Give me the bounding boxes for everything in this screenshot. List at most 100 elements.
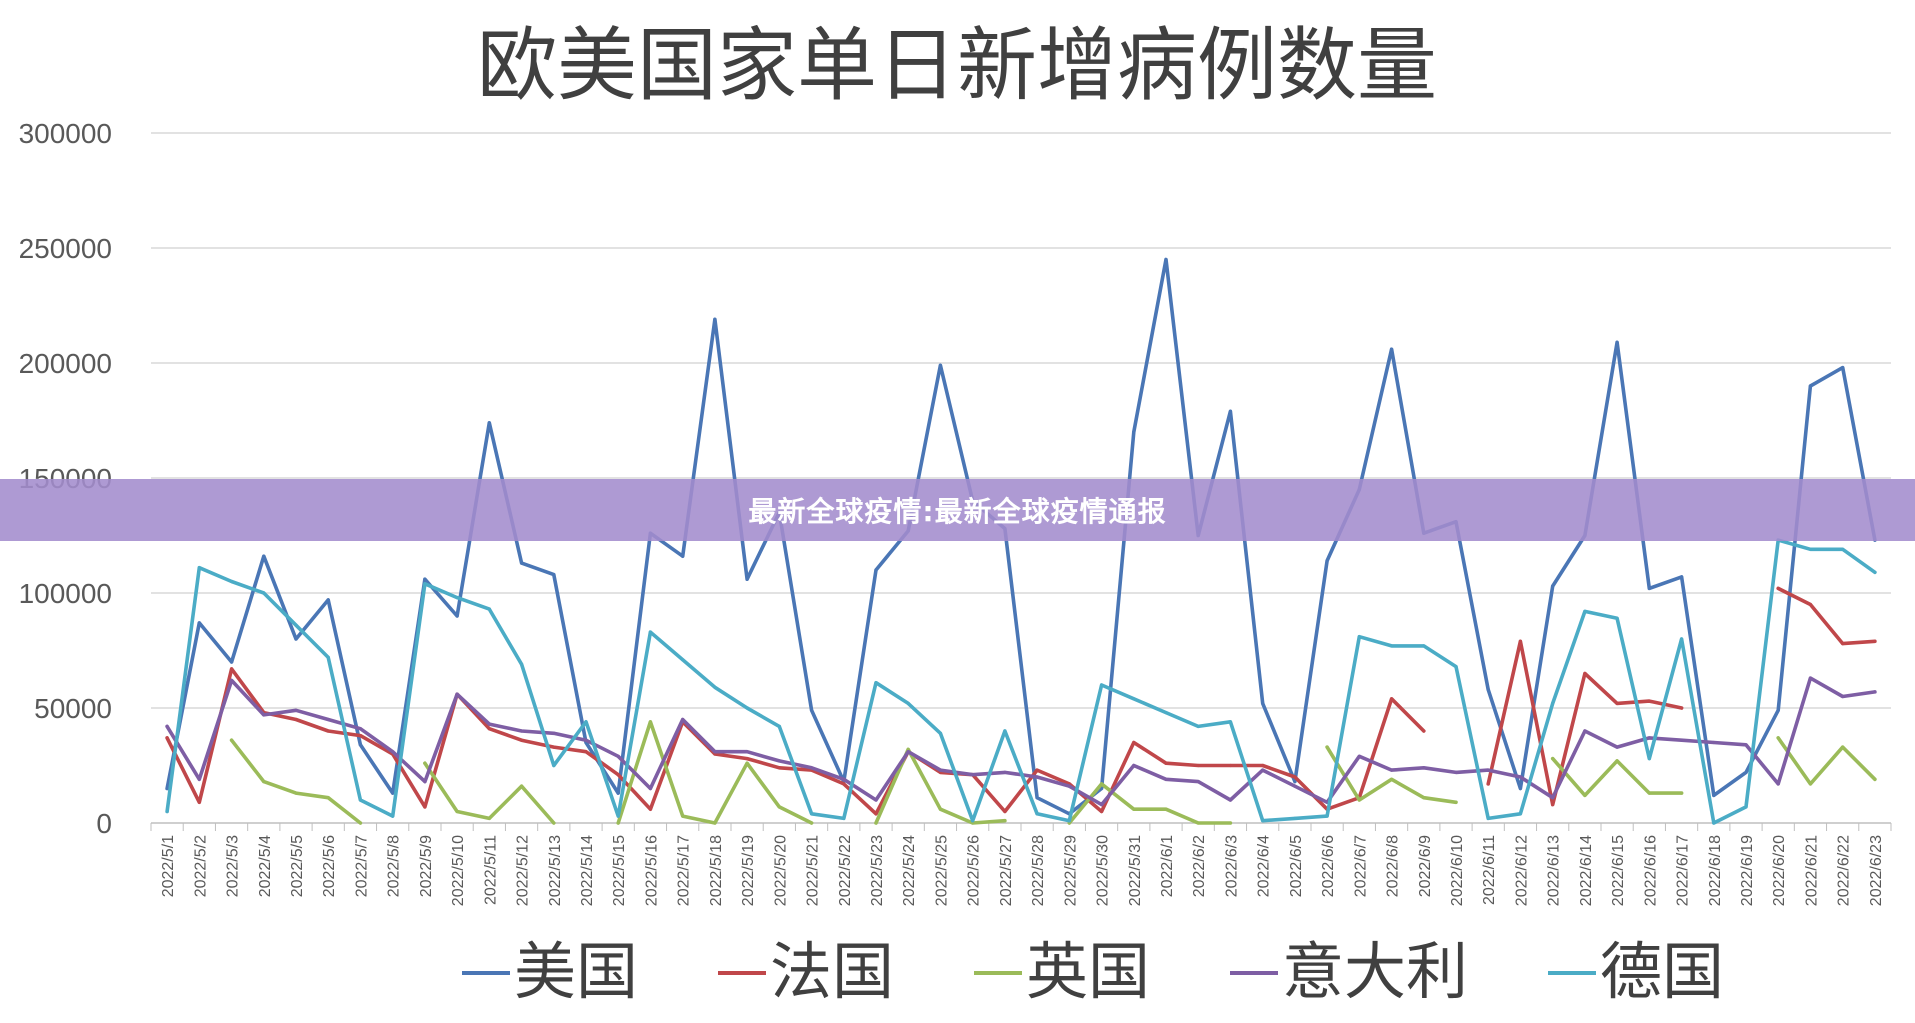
data-point bbox=[1132, 740, 1136, 745]
data-point bbox=[1551, 803, 1555, 807]
x-tick-label: 2022/5/31 bbox=[1127, 835, 1144, 906]
data-point bbox=[713, 750, 717, 754]
data-point bbox=[1389, 777, 1394, 781]
data-point bbox=[1261, 768, 1265, 772]
data-point bbox=[874, 812, 878, 816]
data-point bbox=[1228, 720, 1233, 724]
data-point bbox=[1003, 729, 1007, 733]
data-point bbox=[1712, 740, 1716, 745]
x-tick-label: 2022/5/3 bbox=[225, 835, 242, 897]
data-point bbox=[1164, 257, 1168, 262]
data-point bbox=[1422, 796, 1426, 800]
data-point bbox=[1293, 784, 1297, 788]
data-point bbox=[1035, 812, 1039, 816]
x-tick-label: 2022/5/22 bbox=[837, 835, 854, 906]
data-point bbox=[358, 798, 363, 802]
data-point bbox=[1357, 754, 1361, 758]
legend-label: 德国 bbox=[1600, 935, 1724, 1008]
data-point bbox=[777, 805, 781, 809]
data-point bbox=[938, 768, 943, 772]
y-tick-label: 300000 bbox=[19, 118, 112, 149]
data-point bbox=[1196, 763, 1200, 768]
x-axis: 2022/5/1 2022/5/2 2022/5/3 2022/5/4 2022/5/5… bbox=[150, 823, 1892, 906]
data-point bbox=[487, 722, 491, 726]
data-point bbox=[455, 809, 459, 814]
data-point bbox=[1647, 757, 1651, 761]
data-point bbox=[1132, 763, 1136, 768]
data-point bbox=[648, 720, 653, 724]
y-tick-label: 250000 bbox=[19, 233, 112, 264]
data-point bbox=[1099, 782, 1104, 786]
legend-label: 法国 bbox=[770, 935, 894, 1008]
data-point bbox=[1615, 759, 1619, 763]
x-tick-label: 2022/6/23 bbox=[1868, 835, 1885, 906]
data-point bbox=[971, 819, 975, 823]
data-point bbox=[1551, 796, 1555, 800]
data-point bbox=[552, 821, 556, 825]
data-point bbox=[1422, 766, 1426, 770]
data-point bbox=[487, 727, 491, 731]
data-point bbox=[1132, 697, 1136, 701]
data-point bbox=[1422, 729, 1426, 733]
data-point bbox=[874, 568, 878, 572]
x-tick-label: 2022/6/19 bbox=[1739, 835, 1756, 906]
x-tick-label: 2022/6/4 bbox=[1256, 835, 1273, 897]
data-point bbox=[552, 763, 556, 768]
data-point bbox=[1293, 775, 1297, 779]
x-tick-label: 2022/5/26 bbox=[966, 835, 983, 906]
data-point bbox=[1873, 690, 1877, 694]
data-point bbox=[1518, 639, 1523, 643]
data-point bbox=[745, 761, 749, 765]
data-point bbox=[1551, 757, 1555, 761]
data-point bbox=[326, 796, 330, 800]
x-tick-label: 2022/5/7 bbox=[353, 835, 370, 897]
x-tick-label: 2022/6/5 bbox=[1288, 835, 1305, 897]
x-tick-label: 2022/5/8 bbox=[386, 835, 403, 897]
x-tick-label: 2022/5/12 bbox=[515, 835, 532, 906]
data-point bbox=[1164, 711, 1168, 715]
data-point bbox=[1615, 745, 1619, 749]
data-point bbox=[648, 807, 653, 811]
data-point bbox=[1583, 671, 1587, 676]
data-point bbox=[262, 780, 266, 784]
data-point bbox=[1486, 816, 1490, 821]
data-point bbox=[1132, 430, 1136, 434]
data-point bbox=[1615, 701, 1619, 706]
data-point bbox=[1873, 777, 1877, 781]
data-point bbox=[1486, 782, 1490, 786]
data-point bbox=[1389, 644, 1394, 648]
x-tick-label: 2022/5/30 bbox=[1095, 835, 1112, 906]
data-point bbox=[648, 786, 653, 791]
data-point bbox=[1518, 812, 1523, 816]
data-point bbox=[197, 800, 201, 804]
x-tick-label: 2022/5/21 bbox=[805, 835, 822, 906]
data-point bbox=[519, 784, 524, 788]
data-point bbox=[1808, 782, 1813, 786]
data-point bbox=[584, 720, 588, 724]
data-point bbox=[1228, 763, 1233, 768]
data-point bbox=[1035, 768, 1039, 772]
data-point bbox=[616, 821, 620, 825]
data-point bbox=[809, 708, 814, 712]
data-point bbox=[294, 637, 298, 641]
data-point bbox=[1486, 688, 1490, 692]
data-point bbox=[842, 777, 846, 781]
x-tick-label: 2022/6/21 bbox=[1803, 835, 1820, 906]
x-tick-label: 2022/6/14 bbox=[1578, 835, 1595, 906]
x-tick-label: 2022/5/10 bbox=[450, 835, 467, 906]
data-point bbox=[1841, 642, 1845, 646]
data-point bbox=[745, 750, 749, 754]
data-point bbox=[777, 766, 781, 770]
data-point bbox=[1261, 819, 1265, 823]
x-tick-label: 2022/5/16 bbox=[643, 835, 660, 906]
data-point bbox=[294, 717, 298, 722]
data-point bbox=[1583, 609, 1587, 614]
data-point bbox=[1808, 384, 1813, 388]
data-point bbox=[1744, 743, 1748, 747]
x-tick-label: 2022/5/2 bbox=[192, 835, 209, 897]
data-point bbox=[1261, 763, 1265, 768]
data-point bbox=[552, 745, 556, 749]
data-point bbox=[1841, 547, 1845, 551]
data-point bbox=[1325, 814, 1329, 818]
x-tick-label: 2022/5/19 bbox=[740, 835, 757, 906]
